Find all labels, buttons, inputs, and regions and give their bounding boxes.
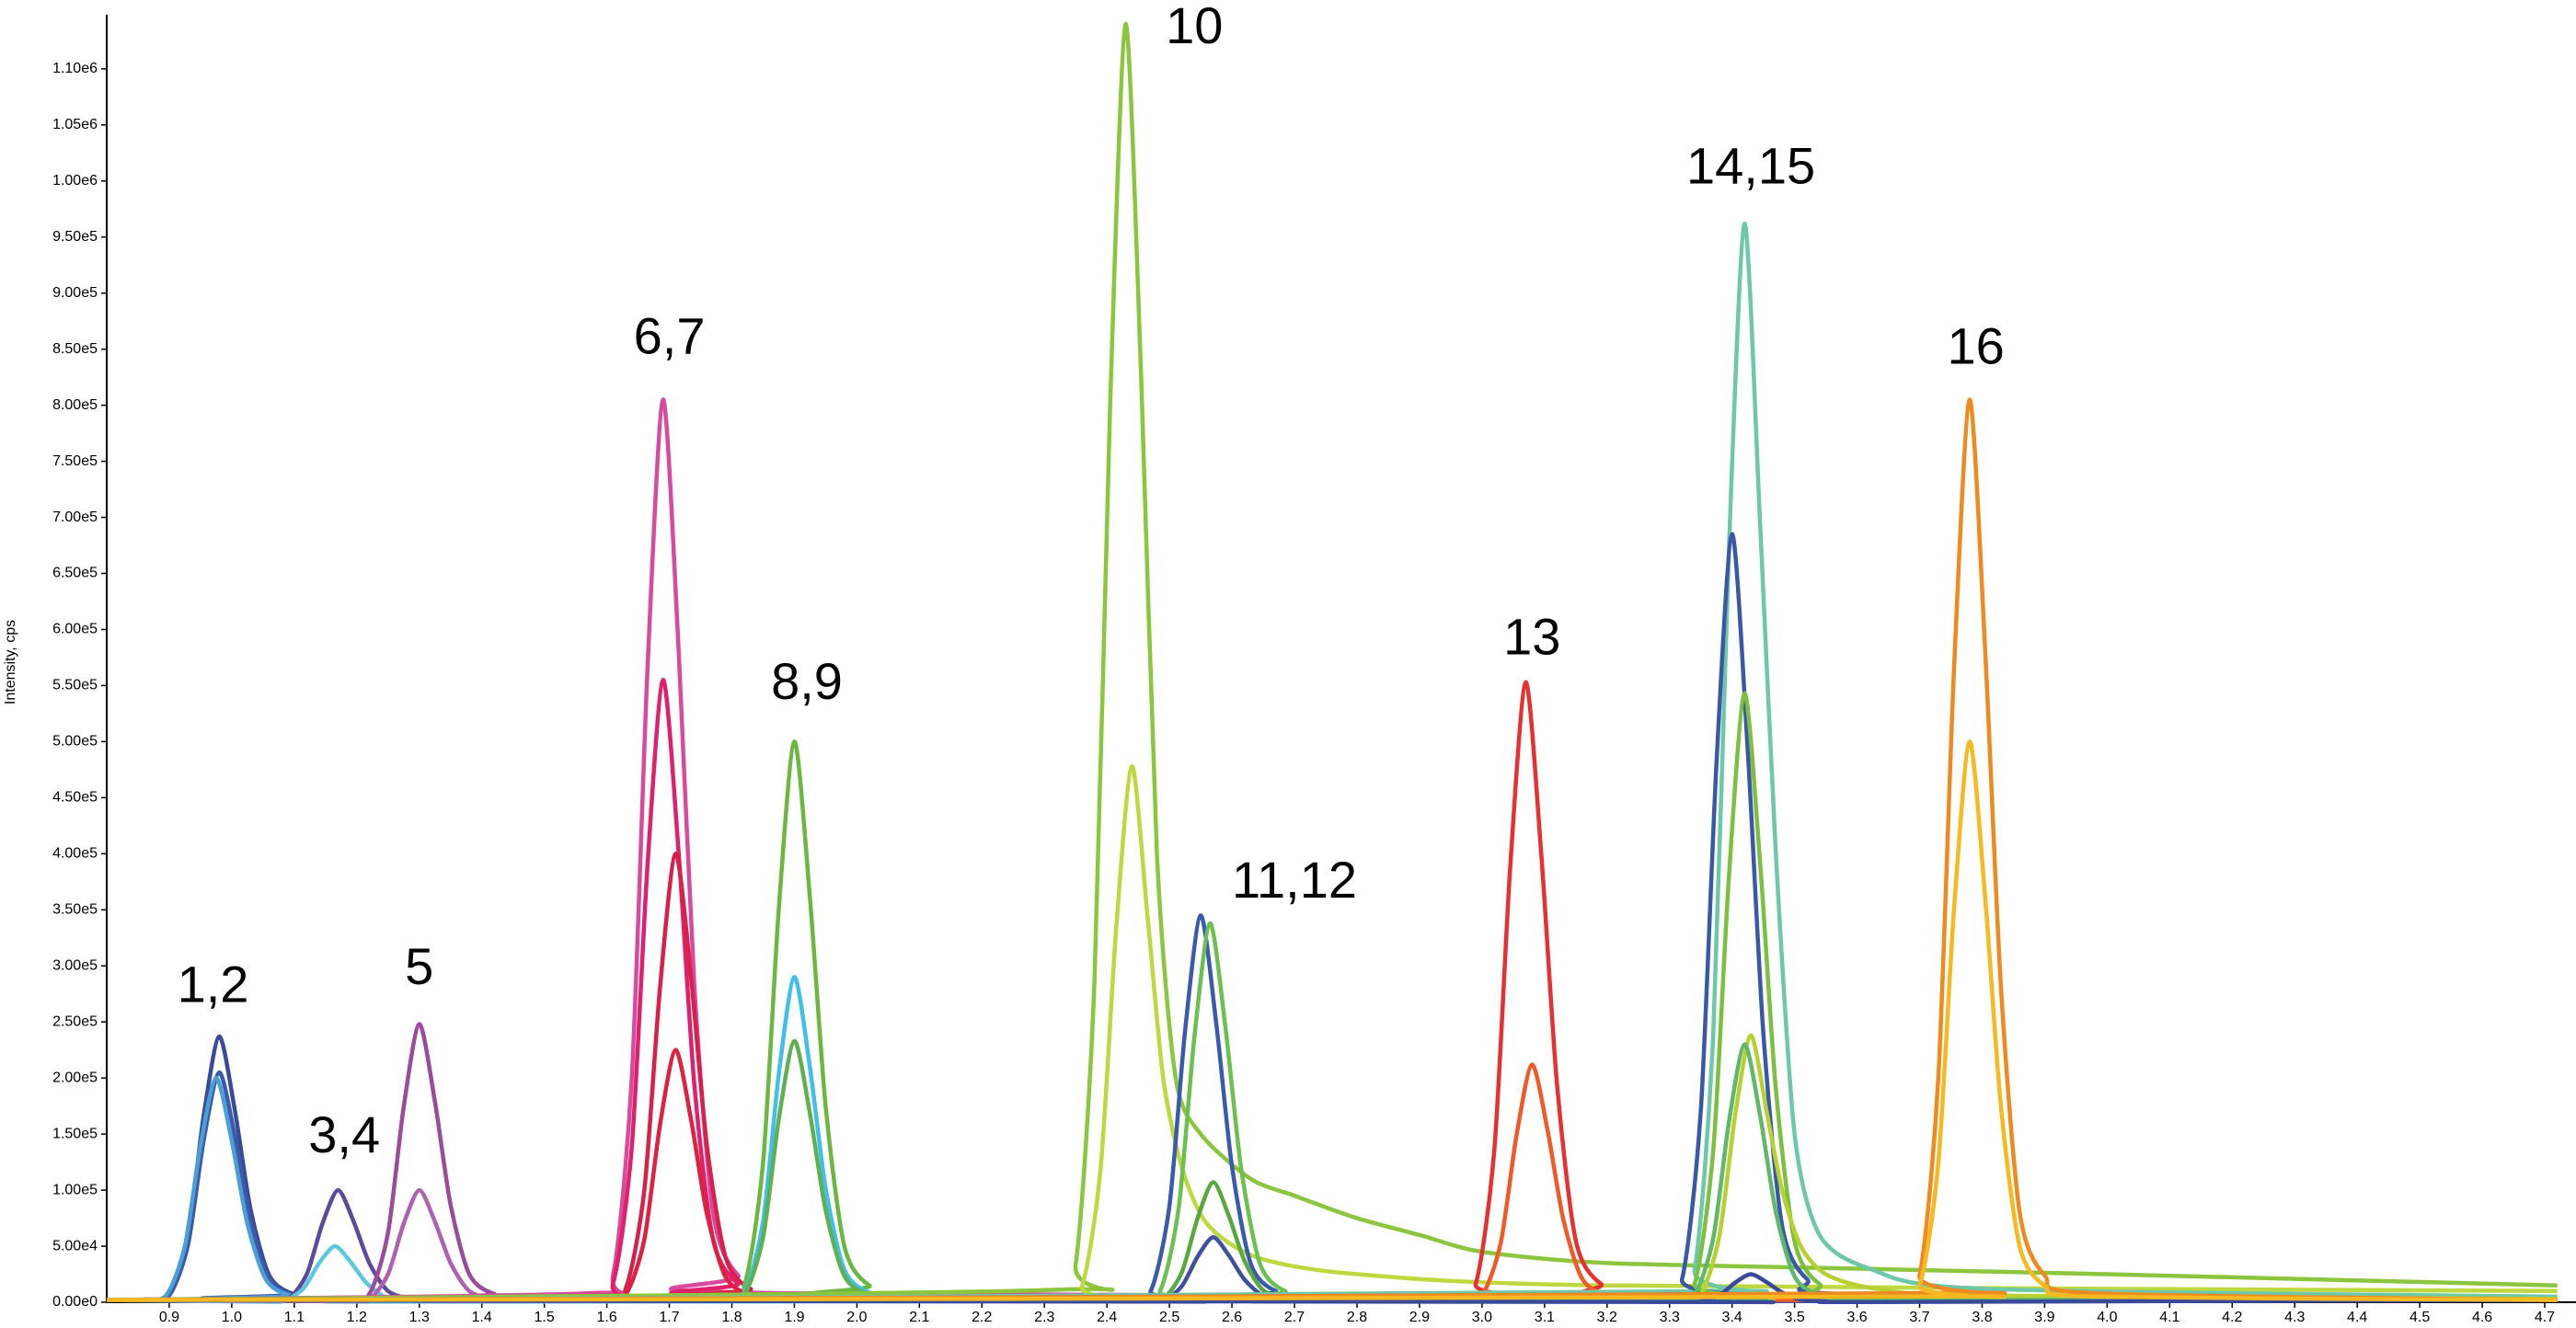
y-tick-label: 8.00e5 xyxy=(52,397,98,413)
x-tick-label: 2.2 xyxy=(972,1310,992,1325)
data-line xyxy=(106,397,2558,1302)
y-tick-label: 6.00e5 xyxy=(52,622,98,637)
y-tick-label: 3.00e5 xyxy=(52,957,98,973)
y-axis-title: Intensity, cps xyxy=(3,620,18,704)
data-line xyxy=(106,1062,2558,1303)
x-tick-label: 2.6 xyxy=(1222,1310,1242,1325)
x-tick-label: 1.8 xyxy=(721,1310,742,1325)
peak-label: 11,12 xyxy=(1232,851,1357,909)
peak-label: 1,2 xyxy=(178,955,249,1013)
x-tick-label: 1.4 xyxy=(472,1310,492,1325)
x-tick-label: 4.6 xyxy=(2472,1310,2492,1325)
x-tick-label: 1.3 xyxy=(409,1310,430,1325)
x-tick-label: 3.3 xyxy=(1660,1310,1680,1325)
peak-label: 5 xyxy=(405,937,433,995)
x-tick-label: 3.9 xyxy=(2034,1310,2054,1325)
x-tick-label: 4.4 xyxy=(2347,1310,2367,1325)
data-line xyxy=(106,1038,2558,1302)
y-tick-label: 7.00e5 xyxy=(52,509,98,525)
x-tick-label: 2.0 xyxy=(846,1310,867,1325)
x-tick-label: 3.8 xyxy=(1972,1310,1992,1325)
x-tick-label: 3.4 xyxy=(1722,1310,1742,1325)
data-line xyxy=(106,1034,2558,1302)
y-tick-label: 2.00e5 xyxy=(52,1070,98,1085)
y-tick-label: 7.50e5 xyxy=(52,453,98,469)
x-tick-label: 4.7 xyxy=(2535,1310,2555,1325)
data-line xyxy=(106,21,2558,1302)
x-tick-label: 3.5 xyxy=(1785,1310,1805,1325)
y-tick-label: 5.00e5 xyxy=(52,734,98,750)
x-tick-label: 2.1 xyxy=(909,1310,929,1325)
x-tick-label: 4.1 xyxy=(2159,1310,2179,1325)
y-tick-label: 6.50e5 xyxy=(52,566,98,581)
x-tick-label: 1.1 xyxy=(284,1310,305,1325)
data-line xyxy=(106,221,2558,1302)
y-tick-label: 9.00e5 xyxy=(52,285,98,301)
data-line xyxy=(106,913,2558,1302)
x-tick-label: 3.0 xyxy=(1472,1310,1492,1325)
x-tick-label: 1.2 xyxy=(347,1310,367,1325)
peak-label: 10 xyxy=(1166,0,1223,54)
x-tick-label: 1.0 xyxy=(222,1310,242,1325)
x-tick-label: 2.9 xyxy=(1409,1310,1430,1325)
y-tick-label: 2.50e5 xyxy=(52,1013,98,1029)
y-tick-label: 1.00e6 xyxy=(52,173,98,189)
x-tick-label: 0.9 xyxy=(159,1310,179,1325)
y-tick-label: 9.50e5 xyxy=(52,229,98,245)
data-line xyxy=(106,975,2558,1302)
data-line xyxy=(106,921,2558,1302)
x-tick-label: 1.7 xyxy=(659,1310,679,1325)
x-tick-label: 3.7 xyxy=(1909,1310,1929,1325)
data-line xyxy=(106,1048,2558,1302)
x-tick-label: 2.5 xyxy=(1159,1310,1179,1325)
y-tick-label: 0.00e0 xyxy=(52,1294,98,1310)
x-tick-label: 2.7 xyxy=(1284,1310,1305,1325)
peak-label: 13 xyxy=(1503,607,1560,665)
x-tick-label: 2.4 xyxy=(1097,1310,1117,1325)
y-tick-label: 5.50e5 xyxy=(52,678,98,693)
peak-label: 3,4 xyxy=(308,1105,380,1163)
peak-label: 8,9 xyxy=(771,652,843,710)
y-tick-label: 1.00e5 xyxy=(52,1182,98,1197)
x-tick-label: 3.6 xyxy=(1846,1310,1867,1325)
x-tick-label: 1.5 xyxy=(535,1310,555,1325)
y-tick-label: 4.50e5 xyxy=(52,790,98,806)
x-tick-label: 2.8 xyxy=(1347,1310,1367,1325)
data-line xyxy=(106,1042,2558,1302)
data-line xyxy=(106,532,2558,1302)
y-tick-label: 8.50e5 xyxy=(52,341,98,357)
data-line xyxy=(106,1022,2558,1302)
peak-label: 14,15 xyxy=(1686,136,1815,194)
x-tick-label: 4.2 xyxy=(2222,1310,2242,1325)
x-tick-label: 3.2 xyxy=(1597,1310,1617,1325)
x-tick-label: 4.5 xyxy=(2409,1310,2430,1325)
x-tick-label: 3.1 xyxy=(1535,1310,1555,1325)
x-tick-label: 2.3 xyxy=(1034,1310,1054,1325)
data-line xyxy=(106,739,2558,1302)
x-tick-label: 1.6 xyxy=(596,1310,616,1325)
data-line xyxy=(106,1070,2558,1303)
data-line xyxy=(106,1272,2558,1305)
data-line xyxy=(106,852,2558,1302)
y-tick-label: 1.10e6 xyxy=(52,61,98,76)
y-tick-label: 1.05e6 xyxy=(52,117,98,132)
x-tick-label: 4.0 xyxy=(2097,1310,2117,1325)
data-line xyxy=(106,1075,2558,1303)
y-tick-label: 3.50e5 xyxy=(52,901,98,917)
y-tick-label: 5.00e4 xyxy=(52,1238,98,1254)
data-line xyxy=(106,739,2558,1302)
y-tick-label: 4.00e5 xyxy=(52,846,98,862)
data-line xyxy=(106,763,2558,1302)
data-line xyxy=(106,1033,2558,1302)
x-tick-label: 1.9 xyxy=(784,1310,804,1325)
x-tick-label: 4.3 xyxy=(2284,1310,2305,1325)
data-line xyxy=(106,678,2558,1302)
peak-label: 6,7 xyxy=(634,307,706,365)
peak-label: 16 xyxy=(1948,317,2005,375)
y-tick-label: 1.50e5 xyxy=(52,1126,98,1141)
